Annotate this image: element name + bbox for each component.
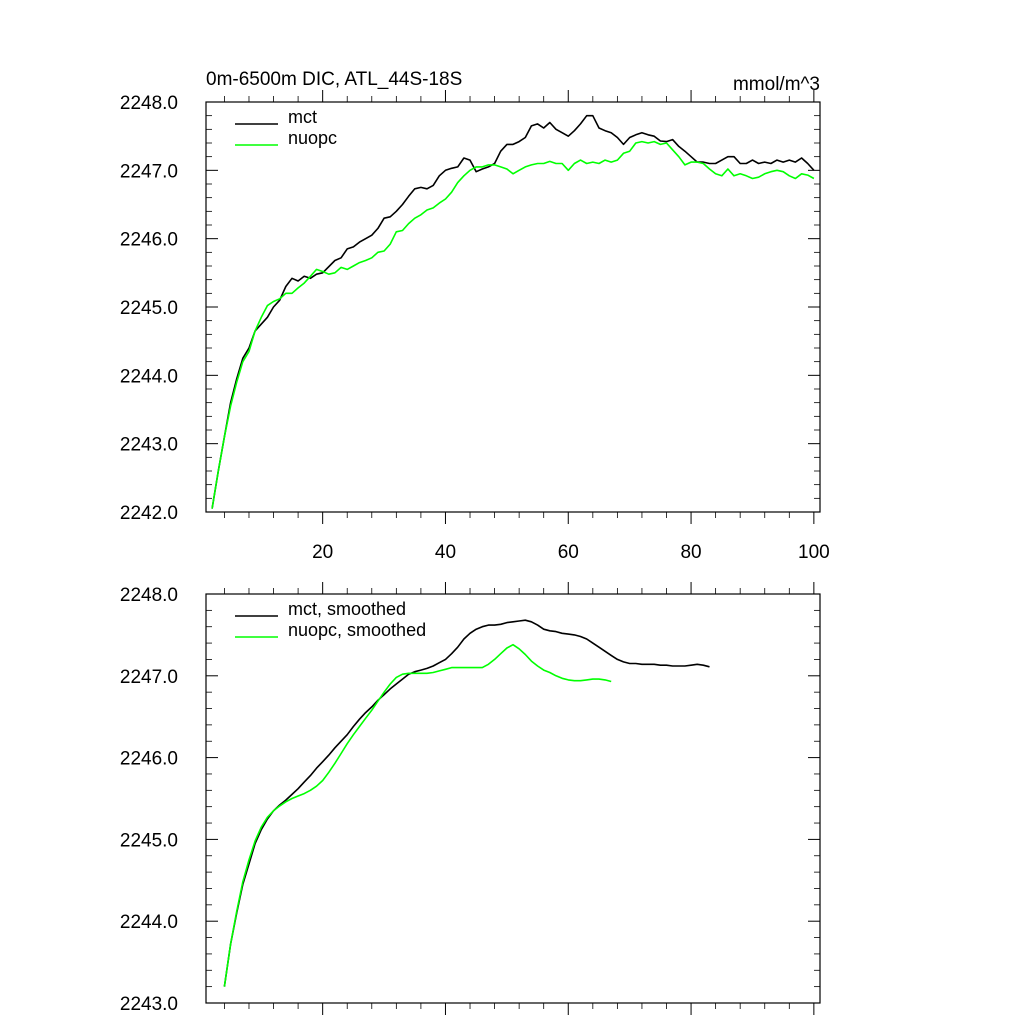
p1-plot-frame — [205, 101, 821, 513]
p1-ytick-label: 2247.0 — [120, 161, 178, 182]
p1-series-line-1 — [211, 114, 815, 509]
p1-ytick-label: 2245.0 — [120, 298, 178, 319]
p1-ytick-label: 2244.0 — [120, 366, 178, 387]
p2-ytick-label: 2244.0 — [120, 912, 178, 933]
p1-units-label: mmol/m^3 — [733, 74, 820, 95]
p1-series-line-2 — [211, 140, 815, 509]
p2-ytick-label: 2246.0 — [120, 749, 178, 770]
p2-series-line-1 — [223, 619, 710, 987]
p2-plot-frame — [205, 593, 821, 1004]
p2-ytick-label: 2247.0 — [120, 667, 178, 688]
p2-legend-label-2: nuopc, smoothed — [288, 620, 426, 640]
p1-chart-title: 0m-6500m DIC, ATL_44S-18S — [206, 69, 462, 90]
p1-legend-label-2: nuopc — [288, 128, 337, 148]
p2-legend-label-1: mct, smoothed — [288, 599, 406, 619]
p1-xtick-label: 60 — [558, 542, 579, 563]
p1-ytick-label: 2242.0 — [120, 503, 178, 524]
p2-series-line-2 — [223, 643, 612, 987]
p1-ytick-label: 2248.0 — [120, 93, 178, 114]
p1-ytick-label: 2246.0 — [120, 230, 178, 251]
p1-xtick-label: 40 — [435, 542, 456, 563]
p1-ytick-label: 2243.0 — [120, 435, 178, 456]
p1-xtick-label: 20 — [312, 542, 333, 563]
p2-ytick-label: 2243.0 — [120, 994, 178, 1015]
panel-top: 2242.0 2243.0 2244.0 2245.0 2246.0 2247.0 2248… — [120, 69, 830, 563]
p1-legend-label-1: mct — [288, 107, 317, 127]
panel-bottom: 2243.0 2244.0 2245.0 2246.0 2247.0 2248.0 mct,… — [120, 582, 821, 1015]
p1-xtick-label: 80 — [680, 542, 701, 563]
p2-ytick-label: 2248.0 — [120, 585, 178, 606]
p2-ytick-label: 2245.0 — [120, 830, 178, 851]
p1-xtick-label: 100 — [798, 542, 830, 563]
